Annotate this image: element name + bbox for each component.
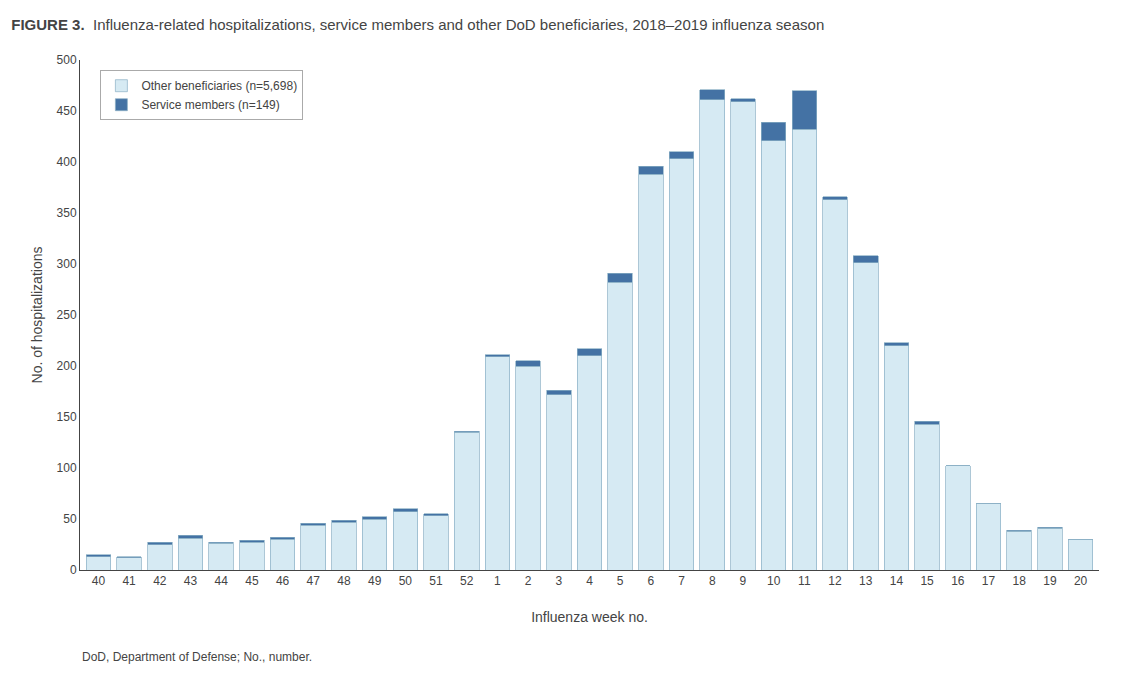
svg-text:400: 400 xyxy=(57,155,77,169)
svg-text:44: 44 xyxy=(215,574,229,588)
svg-text:51: 51 xyxy=(429,574,443,588)
svg-text:No. of hospitalizations: No. of hospitalizations xyxy=(29,247,45,384)
svg-text:9: 9 xyxy=(740,574,747,588)
svg-text:12: 12 xyxy=(828,574,842,588)
svg-text:350: 350 xyxy=(57,206,77,220)
svg-text:Service members (n=149): Service members (n=149) xyxy=(141,98,279,112)
svg-text:0: 0 xyxy=(70,563,77,577)
svg-text:48: 48 xyxy=(337,574,351,588)
svg-text:50: 50 xyxy=(63,512,77,526)
svg-text:20: 20 xyxy=(1074,574,1088,588)
svg-text:FIGURE 3. Influenza-related h: FIGURE 3. Influenza-related hospitalizat… xyxy=(11,16,824,33)
svg-text:1: 1 xyxy=(494,574,501,588)
svg-text:14: 14 xyxy=(890,574,904,588)
svg-text:500: 500 xyxy=(57,53,77,67)
svg-text:3: 3 xyxy=(555,574,562,588)
svg-text:200: 200 xyxy=(57,359,77,373)
svg-text:150: 150 xyxy=(57,410,77,424)
svg-text:300: 300 xyxy=(57,257,77,271)
svg-text:7: 7 xyxy=(678,574,685,588)
svg-text:46: 46 xyxy=(276,574,290,588)
svg-text:19: 19 xyxy=(1043,574,1057,588)
svg-text:45: 45 xyxy=(245,574,259,588)
svg-text:13: 13 xyxy=(859,574,873,588)
svg-text:450: 450 xyxy=(57,104,77,118)
svg-text:47: 47 xyxy=(307,574,321,588)
svg-text:DoD, Department of Defense; No: DoD, Department of Defense; No., number. xyxy=(82,650,312,664)
svg-text:Other beneficiaries (n=5,698): Other beneficiaries (n=5,698) xyxy=(141,79,297,93)
svg-text:4: 4 xyxy=(586,574,593,588)
svg-text:2: 2 xyxy=(525,574,532,588)
svg-text:40: 40 xyxy=(92,574,106,588)
svg-text:17: 17 xyxy=(982,574,996,588)
svg-text:5: 5 xyxy=(617,574,624,588)
svg-text:Influenza week no.: Influenza week no. xyxy=(531,609,648,625)
svg-text:15: 15 xyxy=(920,574,934,588)
svg-text:42: 42 xyxy=(153,574,167,588)
svg-text:10: 10 xyxy=(767,574,781,588)
svg-text:8: 8 xyxy=(709,574,716,588)
svg-text:11: 11 xyxy=(798,574,811,588)
svg-text:49: 49 xyxy=(368,574,382,588)
svg-text:41: 41 xyxy=(122,574,136,588)
svg-text:6: 6 xyxy=(648,574,655,588)
svg-text:52: 52 xyxy=(460,574,474,588)
svg-text:43: 43 xyxy=(184,574,198,588)
svg-text:16: 16 xyxy=(951,574,965,588)
svg-text:50: 50 xyxy=(399,574,413,588)
svg-text:250: 250 xyxy=(57,308,77,322)
svg-text:100: 100 xyxy=(57,461,77,475)
svg-text:18: 18 xyxy=(1013,574,1027,588)
